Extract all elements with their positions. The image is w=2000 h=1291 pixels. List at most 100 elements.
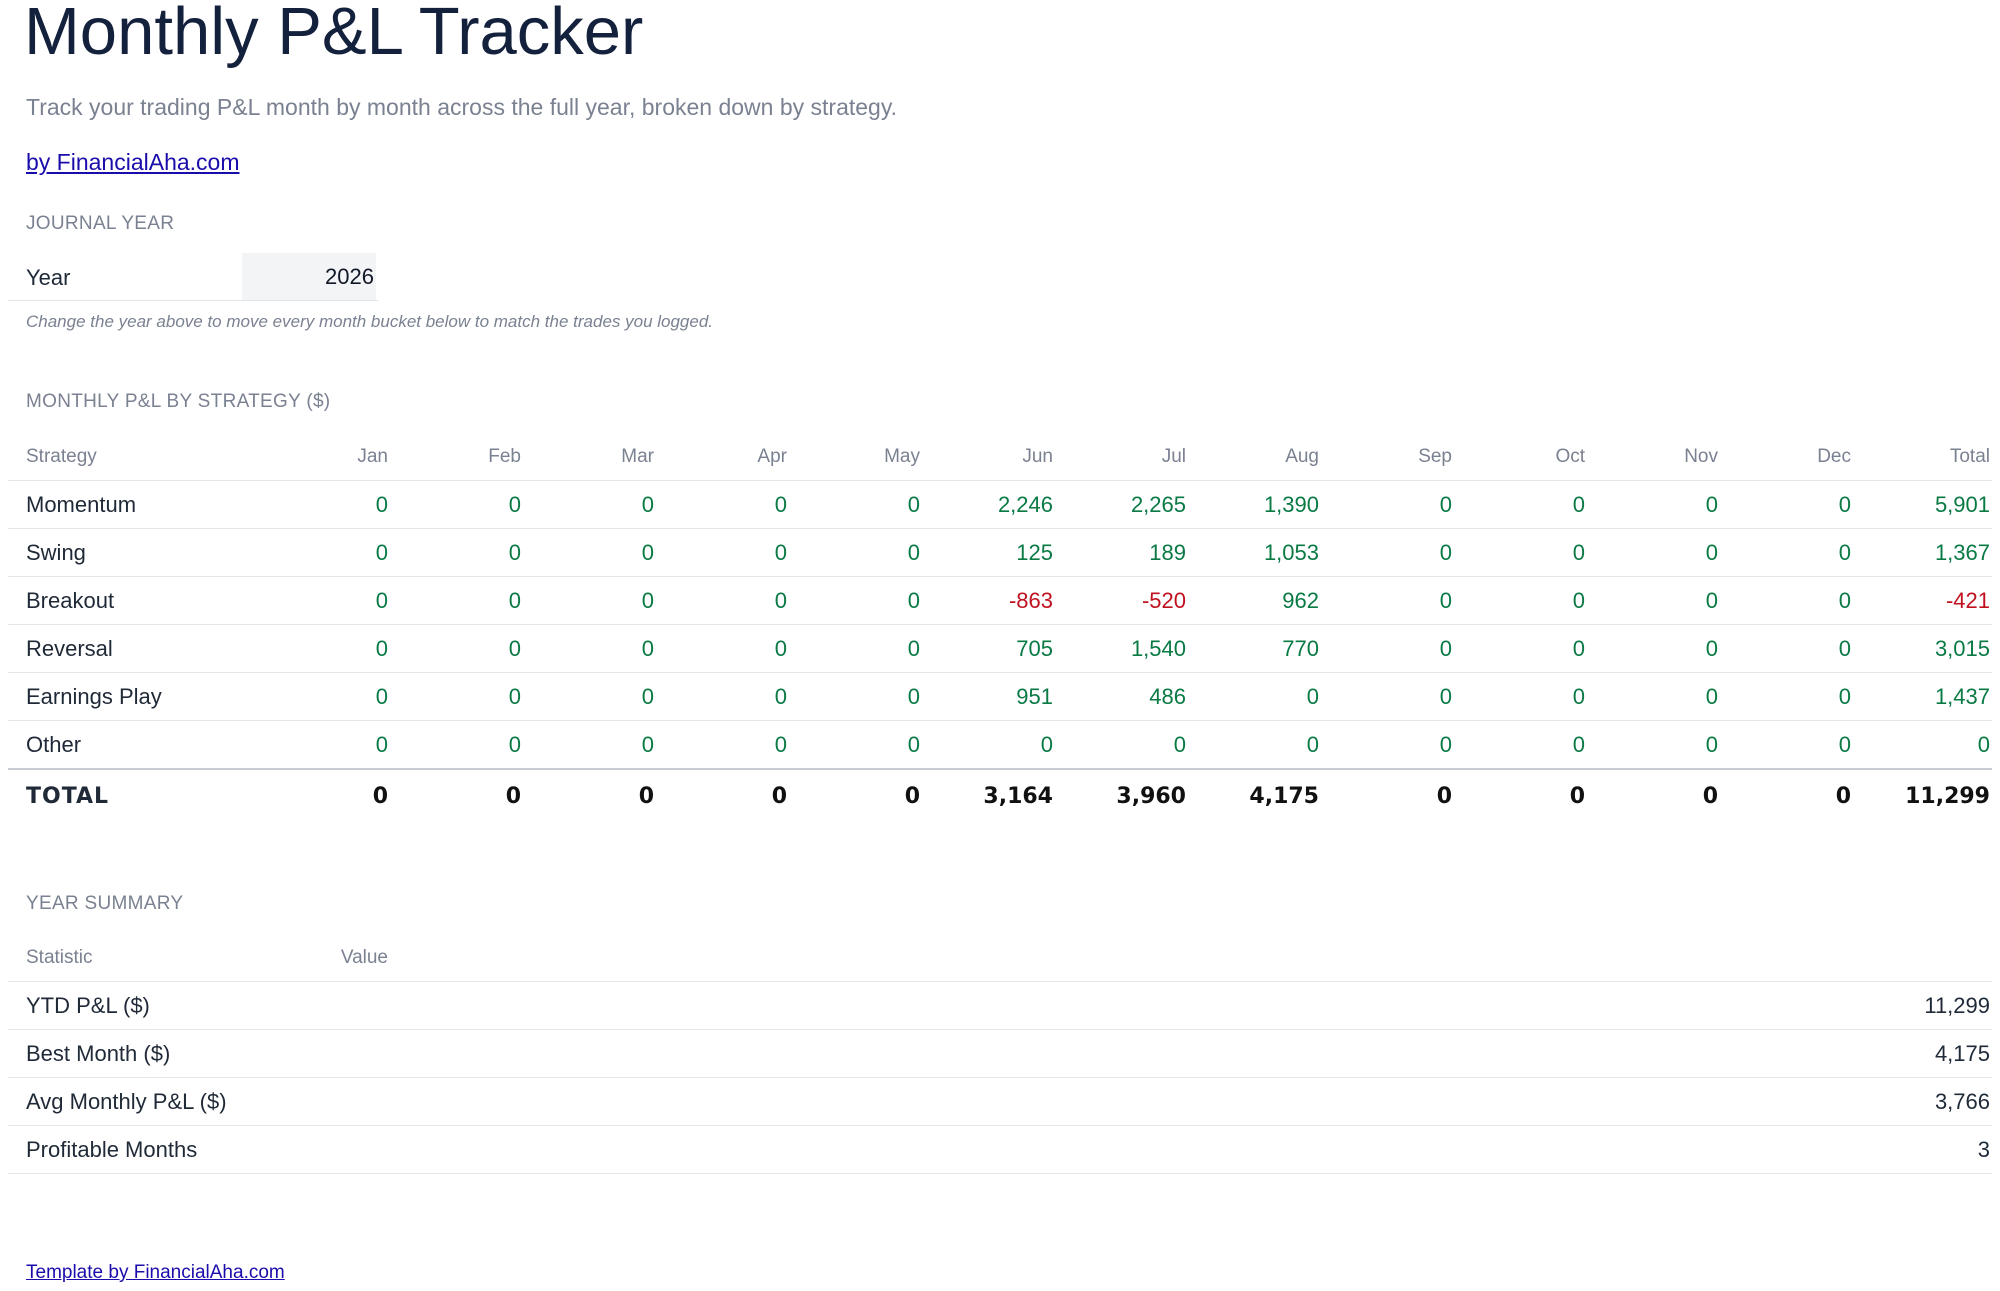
total-cell: 0	[789, 768, 922, 823]
pnl-cell: 0	[789, 576, 922, 625]
pnl-cell: 1,390	[1188, 480, 1321, 529]
total-label: TOTAL	[8, 768, 257, 823]
pnl-cell: 0	[257, 480, 390, 529]
pnl-cell: 0	[1321, 576, 1454, 625]
byline-link[interactable]: by FinancialAha.com	[26, 149, 240, 175]
year-note: Change the year above to move every mont…	[26, 312, 714, 331]
pnl-cell: 770	[1188, 624, 1321, 673]
pnl-cell: 0	[390, 528, 523, 577]
pnl-cell: 0	[390, 672, 523, 721]
total-cell: 3,960	[1055, 768, 1188, 823]
strategy-name: Reversal	[8, 624, 257, 673]
pnl-cell: -863	[922, 576, 1055, 625]
pnl-cell: 1,437	[1853, 672, 1992, 721]
journal-year-section-label: JOURNAL YEAR	[26, 213, 175, 234]
pnl-cell: 0	[1321, 720, 1454, 770]
pnl-cell: 0	[1587, 528, 1720, 577]
total-cell: 0	[1321, 768, 1454, 823]
table-row: Momentum 0 0 0 0 0 2,246 2,265 1,390 0 0 0 0 5,901	[8, 480, 1992, 529]
summary-row: Best Month ($) 4,175	[8, 1029, 1992, 1078]
pnl-cell: 0	[523, 720, 656, 770]
pnl-cell: 0	[656, 624, 789, 673]
pnl-cell: 0	[1188, 720, 1321, 770]
summary-row: YTD P&L ($) 11,299	[8, 981, 1992, 1030]
pnl-cell: 0	[1587, 576, 1720, 625]
total-cell: 0	[656, 768, 789, 823]
total-cell: 3,164	[922, 768, 1055, 823]
column-header-nov: Nov	[1587, 434, 1720, 481]
column-header-strategy: Strategy	[8, 434, 257, 481]
column-header-value: Value	[257, 935, 390, 982]
pnl-cell: 0	[1188, 672, 1321, 721]
column-header-spacer	[390, 935, 1992, 982]
pnl-cell: 0	[656, 528, 789, 577]
pnl-cell: 125	[922, 528, 1055, 577]
year-summary-section-label: YEAR SUMMARY	[26, 893, 184, 914]
pnl-cell: 0	[390, 624, 523, 673]
monthly-pnl-header-row: Strategy Jan Feb Mar Apr May Jun Jul Aug Sep Oct No…	[8, 434, 1992, 481]
pnl-cell: 0	[1454, 576, 1587, 625]
total-cell: 11,299	[1853, 768, 1992, 823]
pnl-cell: 0	[257, 576, 390, 625]
strategy-name: Swing	[8, 528, 257, 577]
summary-row: Avg Monthly P&L ($) 3,766	[8, 1077, 1992, 1126]
column-header-statistic: Statistic	[8, 935, 257, 982]
column-header-jan: Jan	[257, 434, 390, 481]
pnl-cell: 5,901	[1853, 480, 1992, 529]
pnl-cell: 0	[257, 528, 390, 577]
statistic-value: 4,175	[390, 1029, 1992, 1078]
pnl-cell: 1,053	[1188, 528, 1321, 577]
statistic-label: Avg Monthly P&L ($)	[8, 1077, 257, 1126]
pnl-cell: 0	[1587, 624, 1720, 673]
statistic-label: Best Month ($)	[8, 1029, 257, 1078]
footer-link[interactable]: Template by FinancialAha.com	[26, 1262, 285, 1283]
pnl-cell: 0	[789, 672, 922, 721]
year-row: Year	[8, 253, 378, 301]
total-cell: 0	[1720, 768, 1853, 823]
pnl-cell: 0	[1853, 720, 1992, 770]
pnl-cell: 0	[257, 624, 390, 673]
total-cell: 0	[257, 768, 390, 823]
year-summary-table: Statistic Value YTD P&L ($) 11,299 Best Mo…	[8, 935, 1992, 1174]
pnl-cell: 0	[523, 672, 656, 721]
table-row: Swing 0 0 0 0 0 125 189 1,053 0 0 0 0 1,367	[8, 528, 1992, 577]
pnl-cell: 0	[1720, 624, 1853, 673]
pnl-cell: 0	[523, 624, 656, 673]
pnl-cell: 1,540	[1055, 624, 1188, 673]
pnl-cell: 0	[1720, 576, 1853, 625]
statistic-value: 3,766	[390, 1077, 1992, 1126]
strategy-name: Breakout	[8, 576, 257, 625]
pnl-cell: 0	[789, 720, 922, 770]
statistic-value: 11,299	[390, 981, 1992, 1030]
summary-spacer	[257, 1125, 390, 1174]
summary-row: Profitable Months 3	[8, 1125, 1992, 1174]
pnl-cell: 0	[1321, 528, 1454, 577]
pnl-cell: 0	[1454, 528, 1587, 577]
pnl-cell: 0	[656, 480, 789, 529]
pnl-cell: 0	[523, 528, 656, 577]
pnl-cell: 0	[1321, 672, 1454, 721]
total-cell: 0	[390, 768, 523, 823]
statistic-value: 3	[390, 1125, 1992, 1174]
pnl-cell: 0	[1587, 720, 1720, 770]
pnl-cell: 2,265	[1055, 480, 1188, 529]
summary-spacer	[257, 1029, 390, 1078]
pnl-cell: 0	[1720, 528, 1853, 577]
pnl-cell: 0	[1720, 672, 1853, 721]
pnl-cell: 1,367	[1853, 528, 1992, 577]
pnl-cell: 0	[390, 576, 523, 625]
pnl-cell: 0	[390, 720, 523, 770]
summary-spacer	[257, 1077, 390, 1126]
total-cell: 0	[1454, 768, 1587, 823]
statistic-label: YTD P&L ($)	[8, 981, 257, 1030]
pnl-cell: 0	[789, 528, 922, 577]
year-input[interactable]	[242, 253, 376, 300]
pnl-cell: 0	[523, 576, 656, 625]
strategy-name: Earnings Play	[8, 672, 257, 721]
total-cell: 0	[523, 768, 656, 823]
pnl-cell: 962	[1188, 576, 1321, 625]
year-label: Year	[26, 265, 71, 290]
column-header-total: Total	[1853, 434, 1992, 481]
pnl-cell: 951	[922, 672, 1055, 721]
pnl-cell: 0	[1720, 480, 1853, 529]
